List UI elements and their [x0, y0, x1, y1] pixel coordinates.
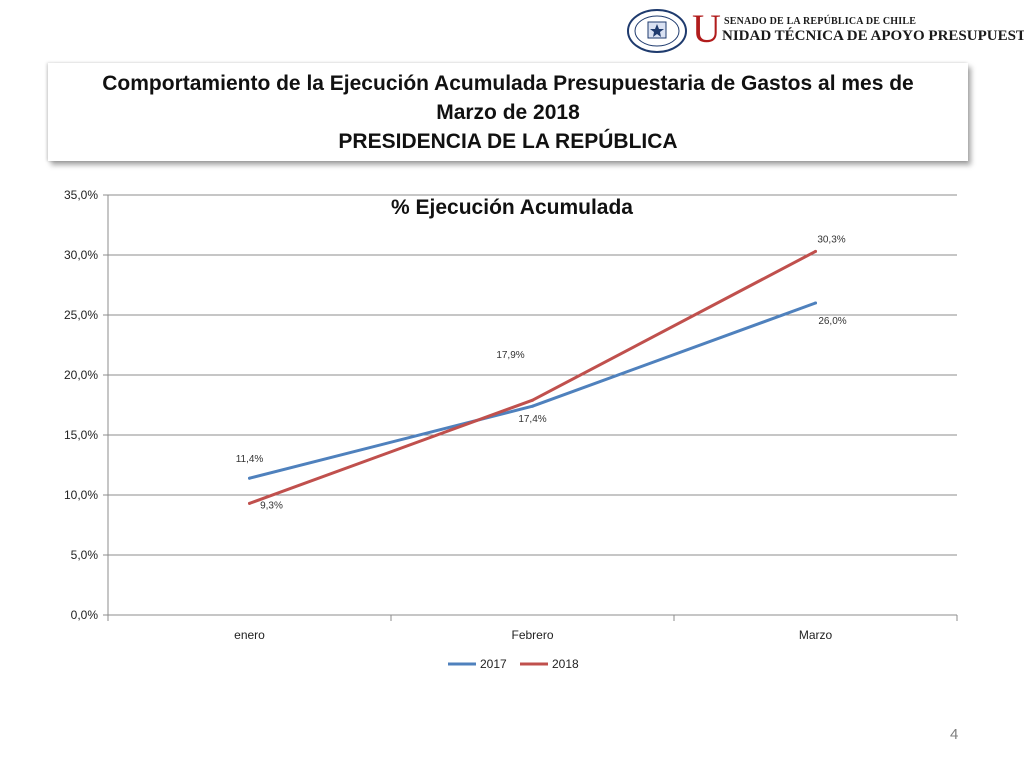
- page-number: 4: [950, 726, 959, 743]
- brand-bottom-text: NIDAD TÉCNICA DE APOYO PRESUPUESTARIO: [722, 28, 1024, 44]
- title-line-1: Comportamiento de la Ejecución Acumulada…: [102, 71, 914, 95]
- series-line-2017: [248, 301, 817, 480]
- data-label-layer: 11,4% 17,4% 26,0% 9,3% 17,9% 30,3%: [236, 234, 847, 511]
- brand-initial: U: [692, 6, 721, 51]
- data-label: 11,4%: [236, 454, 264, 465]
- y-tick-label: 15,0%: [64, 428, 98, 442]
- y-tick-label: 0,0%: [71, 608, 99, 622]
- data-label: 9,3%: [260, 500, 283, 511]
- header-logo: U SENADO DE LA REPÚBLICA DE CHILE NIDAD …: [626, 6, 1024, 56]
- title-line-3: PRESIDENCIA DE LA REPÚBLICA: [338, 129, 678, 153]
- title-box: Comportamiento de la Ejecución Acumulada…: [48, 63, 968, 161]
- data-point-2018: [248, 501, 251, 505]
- y-tick-label: 30,0%: [64, 248, 98, 262]
- title-line-2: Marzo de 2018: [436, 100, 580, 124]
- legend-label: 2017: [480, 657, 507, 671]
- data-point-2018: [814, 249, 817, 253]
- x-tick-label: enero: [234, 628, 265, 642]
- data-point-2018: [531, 398, 534, 402]
- y-tick-label: 5,0%: [71, 548, 99, 562]
- legend-label: 2018: [552, 657, 579, 671]
- data-label: 17,9%: [496, 350, 524, 361]
- grid-layer: [108, 194, 957, 616]
- senado-seal-icon: [627, 9, 687, 53]
- data-label: 26,0%: [818, 316, 846, 327]
- data-label: 17,4%: [518, 414, 546, 425]
- y-tick-label: 20,0%: [64, 368, 98, 382]
- series-layer: [248, 249, 817, 505]
- y-tick-label: 25,0%: [64, 308, 98, 322]
- x-tick-label: Marzo: [799, 628, 833, 642]
- y-tick-label: 35,0%: [64, 188, 98, 202]
- series-line-2018: [248, 249, 817, 505]
- data-point-2017: [814, 301, 817, 305]
- legend: 2017 2018: [448, 657, 579, 671]
- data-point-2017: [531, 404, 534, 408]
- y-tick-label: 10,0%: [64, 488, 98, 502]
- data-point-2017: [248, 476, 251, 480]
- x-tick-label: Febrero: [511, 628, 553, 642]
- brand-top-text: SENADO DE LA REPÚBLICA DE CHILE: [724, 16, 917, 27]
- data-label: 30,3%: [817, 234, 845, 245]
- chart-title: % Ejecución Acumulada: [391, 196, 633, 219]
- axis-layer: 0,0% 5,0% 10,0% 15,0% 20,0% 25,0% 30,0% 35,0% en…: [64, 188, 958, 642]
